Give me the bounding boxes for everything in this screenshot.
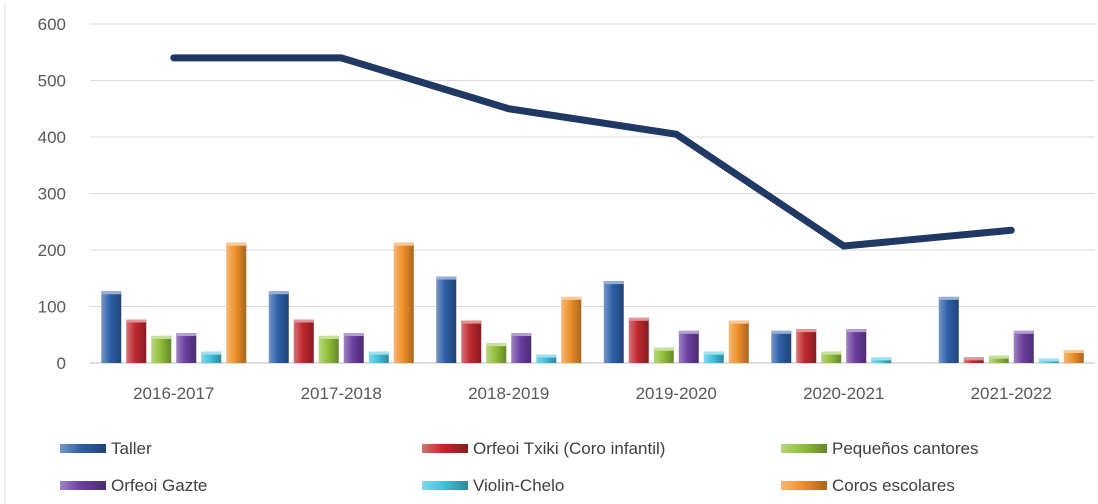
bar-top-highlight (486, 343, 507, 347)
bar-top-highlight (628, 317, 649, 321)
bar-top-highlight (126, 319, 147, 323)
legend-label: Orfeoi Gazte (111, 476, 207, 495)
legend-swatch (422, 481, 468, 490)
bar-top-highlight (436, 276, 457, 280)
y-tick-label: 400 (38, 128, 66, 147)
bar-top-highlight (1063, 350, 1084, 354)
bar-top-highlight (393, 242, 414, 246)
x-tick-label: 2020-2021 (803, 384, 884, 403)
bar-orfeoi-gazte (846, 329, 867, 363)
bar-coros-escolares (226, 242, 247, 363)
bar-violin-chelo (368, 351, 389, 363)
bar-top-highlight (268, 291, 289, 295)
legend-label: Coros escolares (832, 476, 955, 495)
bar-peque-os-cantores (821, 351, 842, 363)
bar-top-highlight (653, 347, 674, 351)
bar-top-highlight (368, 351, 389, 355)
legend-swatch (781, 444, 827, 453)
bar-peque-os-cantores (988, 355, 1009, 363)
legend-swatch (422, 444, 468, 453)
bar-top-highlight (678, 330, 699, 334)
bar-top-highlight (536, 354, 557, 358)
x-tick-label: 2017-2018 (301, 384, 382, 403)
bar-violin-chelo (201, 351, 222, 363)
bar-orfeoi-gazte (343, 333, 364, 363)
bar-coros-escolares (1063, 350, 1084, 363)
bar-orfeoi-txiki-coro-infantil- (126, 319, 147, 363)
bar-violin-chelo (536, 354, 557, 363)
bar-orfeoi-gazte (678, 330, 699, 363)
total-line (170, 54, 1015, 250)
bar-peque-os-cantores (151, 335, 172, 363)
bar-top-highlight (461, 320, 482, 324)
y-tick-label: 200 (38, 241, 66, 260)
bar-top-highlight (1038, 358, 1059, 362)
bar-top-highlight (728, 320, 749, 324)
bar-top-highlight (151, 335, 172, 339)
legend-swatch (60, 444, 106, 453)
bar-taller (436, 276, 457, 363)
bar-taller (603, 281, 624, 363)
bar-top-highlight (176, 333, 197, 337)
bar-top-highlight (201, 351, 222, 355)
bar-orfeoi-gazte (176, 333, 197, 363)
bar-top-highlight (1013, 330, 1034, 334)
legend-swatch (781, 481, 827, 490)
bar-top-highlight (318, 335, 339, 339)
bar-peque-os-cantores (486, 343, 507, 363)
bar-top-highlight (511, 333, 532, 337)
x-tick-label: 2018-2019 (468, 384, 549, 403)
x-tick-label: 2016-2017 (133, 384, 214, 403)
legend-label: Pequeños cantores (832, 439, 979, 458)
bar-top-highlight (871, 357, 892, 361)
y-tick-label: 500 (38, 72, 66, 91)
bar-top-highlight (846, 329, 867, 333)
bar-top-highlight (938, 296, 959, 300)
bar-top-highlight (101, 291, 122, 295)
bar-top-highlight (821, 351, 842, 355)
bar-coros-escolares (561, 296, 582, 363)
y-tick-label: 100 (38, 298, 66, 317)
bar-violin-chelo (703, 351, 724, 363)
legend-label: Violin-Chelo (473, 476, 564, 495)
y-tick-label: 0 (57, 354, 66, 373)
x-tick-label: 2019-2020 (636, 384, 717, 403)
bar-top-highlight (343, 333, 364, 337)
bar-orfeoi-gazte (511, 333, 532, 363)
bar-top-highlight (771, 330, 792, 334)
legend-label: Orfeoi Txiki (Coro infantil) (473, 439, 665, 458)
bar-coros-escolares (393, 242, 414, 363)
bar-orfeoi-txiki-coro-infantil- (293, 319, 314, 363)
bar-taller (101, 291, 122, 363)
legend-swatch (60, 481, 106, 490)
bar-orfeoi-txiki-coro-infantil- (796, 329, 817, 363)
bar-peque-os-cantores (653, 347, 674, 363)
bar-coros-escolares (728, 320, 749, 363)
legend-label: Taller (111, 439, 152, 458)
x-tick-label: 2021-2022 (971, 384, 1052, 403)
bar-taller (771, 330, 792, 363)
bar-top-highlight (988, 355, 1009, 359)
bar-taller (938, 296, 959, 363)
bar-top-highlight (226, 242, 247, 246)
bar-orfeoi-gazte (1013, 330, 1034, 363)
bar-top-highlight (603, 281, 624, 285)
bar-top-highlight (796, 329, 817, 333)
bar-orfeoi-txiki-coro-infantil- (461, 320, 482, 363)
y-tick-label: 300 (38, 185, 66, 204)
bar-top-highlight (293, 319, 314, 323)
y-tick-label: 600 (38, 15, 66, 34)
bar-peque-os-cantores (318, 335, 339, 363)
bar-top-highlight (561, 296, 582, 300)
bar-orfeoi-txiki-coro-infantil- (628, 317, 649, 363)
bar-taller (268, 291, 289, 363)
bar-top-highlight (963, 357, 984, 361)
bar-top-highlight (703, 351, 724, 355)
